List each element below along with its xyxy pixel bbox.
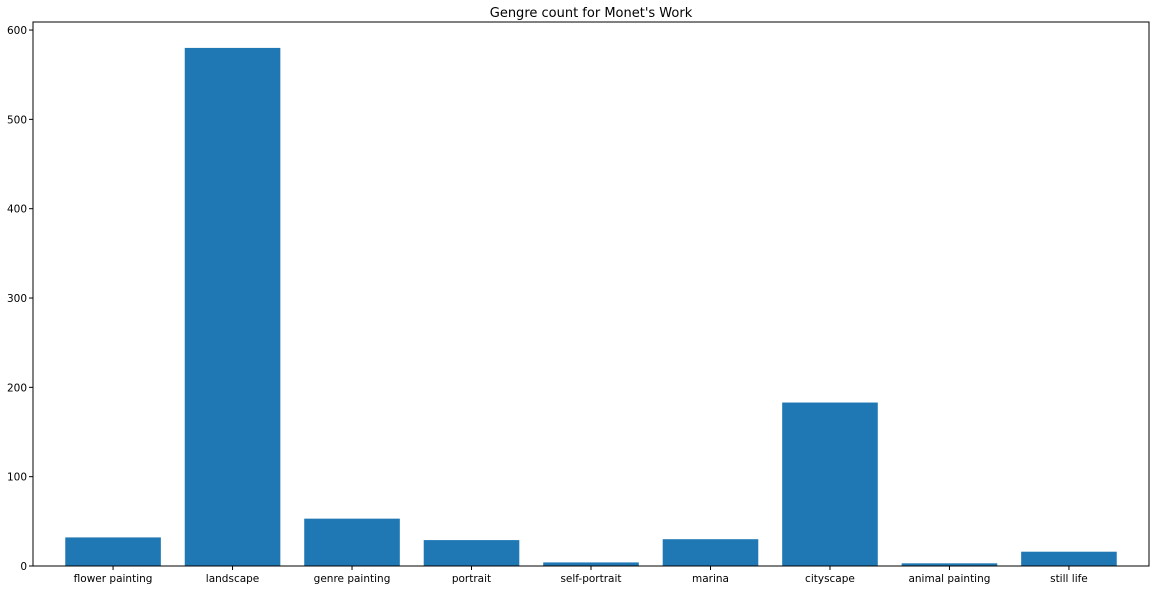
bar <box>662 539 759 566</box>
x-tick-label: animal painting <box>908 573 990 585</box>
bar <box>184 47 281 566</box>
x-tick-label: flower painting <box>74 573 153 585</box>
y-tick-label: 600 <box>7 25 27 37</box>
plot-frame <box>32 21 1150 567</box>
y-tick-label: 500 <box>7 114 27 126</box>
x-tick-label: self-portrait <box>560 573 621 585</box>
bar <box>782 402 878 566</box>
y-tick-label: 200 <box>7 382 27 394</box>
x-tick-label: portrait <box>452 573 491 585</box>
x-tick-label: cityscape <box>805 573 855 585</box>
x-tick-label: landscape <box>206 573 259 585</box>
y-tick-label: 100 <box>7 472 27 484</box>
bar <box>304 518 400 566</box>
x-tick-label: genre painting <box>314 573 391 585</box>
x-tick-label: still life <box>1050 573 1088 585</box>
y-tick-label: 300 <box>7 293 27 305</box>
x-axis-ticks: flower painting landscape genre painting po… <box>74 566 1088 585</box>
bar <box>1021 551 1117 566</box>
x-tick-label: marina <box>692 573 729 585</box>
bar <box>423 540 520 566</box>
bars-group <box>65 47 1117 566</box>
chart-title: Gengre count for Monet's Work <box>490 6 693 21</box>
y-tick-label: 0 <box>20 561 27 573</box>
bar <box>65 537 161 566</box>
y-tick-label: 400 <box>7 204 27 216</box>
bar <box>543 562 639 566</box>
bar <box>901 563 998 566</box>
y-axis-ticks: 0 100 200 300 400 500 600 <box>7 25 33 573</box>
